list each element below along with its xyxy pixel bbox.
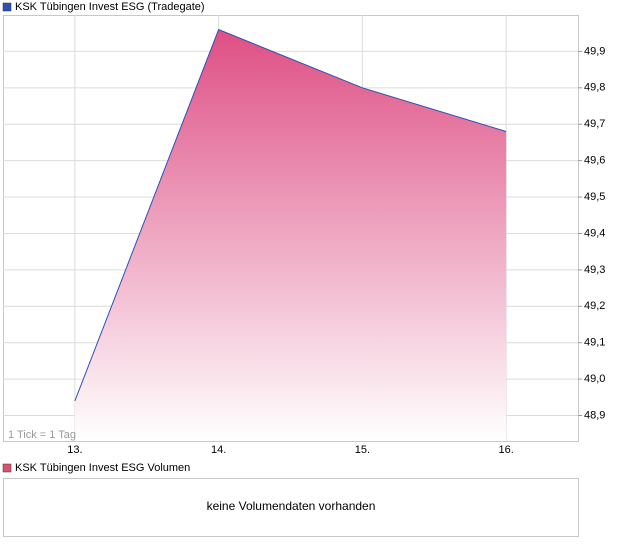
volume-legend-swatch bbox=[2, 463, 12, 473]
y-tick-label: 49,8 bbox=[584, 82, 605, 94]
area bbox=[74, 29, 507, 442]
volume-message: keine Volumendaten vorhanden bbox=[207, 499, 376, 513]
y-tick-label: 49,7 bbox=[584, 118, 605, 130]
x-tick-label: 16. bbox=[498, 444, 513, 456]
plot-frame bbox=[3, 15, 579, 442]
y-tick-label: 49,2 bbox=[584, 300, 605, 312]
volume-legend-label: KSK Tübingen Invest ESG Volumen bbox=[15, 462, 190, 474]
y-tick-label: 49,9 bbox=[584, 45, 605, 57]
y-tick-label: 48,9 bbox=[584, 409, 605, 421]
x-tick-label: 13. bbox=[67, 444, 82, 456]
y-tick-label: 49,3 bbox=[584, 264, 605, 276]
line bbox=[74, 28, 507, 402]
y-tick-label: 49,6 bbox=[584, 155, 605, 167]
legend-label: KSK Tübingen Invest ESG (Tradegate) bbox=[15, 1, 205, 13]
y-tick-label: 49,0 bbox=[584, 373, 605, 385]
volume-frame bbox=[3, 478, 579, 537]
y-tick-label: 49,5 bbox=[584, 191, 605, 203]
x-tick-label: 14. bbox=[211, 444, 226, 456]
annotation: 1 Tick = 1 Tag bbox=[8, 429, 76, 441]
x-tick-label: 15. bbox=[355, 444, 370, 456]
y-tick-label: 49,4 bbox=[584, 227, 605, 239]
y-tick-label: 49,1 bbox=[584, 337, 605, 349]
legend-swatch bbox=[2, 2, 12, 12]
